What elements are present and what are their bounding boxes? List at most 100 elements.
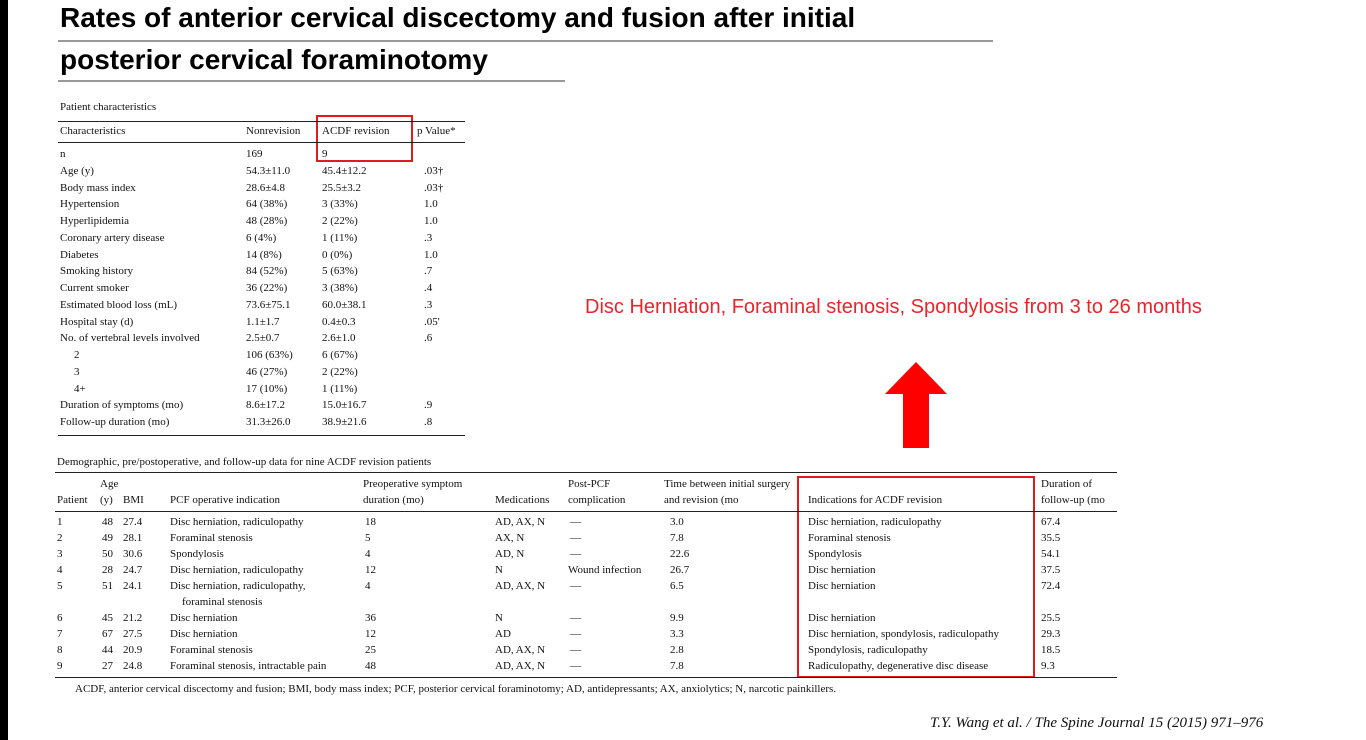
column-header: Patient (57, 494, 88, 506)
table-cell: Disc herniation, spondylosis, radiculopa… (808, 628, 999, 640)
table-cell: Disc herniation, radiculopathy (170, 564, 304, 576)
table-cell: Disc herniation, radiculopathy (808, 516, 942, 528)
table-cell: Spondylosis, radiculopathy (808, 644, 928, 656)
table-cell: 1.0 (424, 215, 438, 227)
table-cell: .6 (424, 332, 433, 345)
table-cell: AD, AX, N (495, 660, 546, 672)
table-cell: 31.3±26.0 (246, 416, 291, 428)
table-cell: 169 (246, 148, 263, 160)
table-cell: 9 (57, 660, 63, 672)
table-cell: 84 (52%) (246, 265, 288, 278)
table-cell: 4+ (74, 382, 86, 395)
table-cell: 21.2 (123, 612, 143, 624)
table-cell: Disc herniation (170, 612, 238, 624)
table-cell: Disc herniation (808, 564, 876, 576)
table-cell: 9.3 (1041, 660, 1055, 672)
table-cell: 49 (102, 532, 113, 544)
table-cell: 8.6±17.2 (246, 399, 286, 412)
table-cell: 37.5 (1041, 564, 1061, 576)
table-cell: 5 (365, 532, 371, 544)
table-cell: 3 (57, 548, 63, 560)
table-cell: Foraminal stenosis, intractable pain (170, 660, 327, 672)
table-rule (55, 511, 1117, 512)
table-cell: 2 (22%) (322, 215, 358, 227)
table-cell: 1 (57, 516, 63, 528)
table-cell: — (570, 580, 581, 592)
highlight-box (316, 115, 413, 162)
table-cell: Hypertension (60, 198, 120, 211)
table-cell: 72.4 (1041, 580, 1061, 592)
table-cell: Age (y) (60, 164, 94, 177)
table-cell: 15.0±16.7 (322, 399, 367, 412)
left-bar (0, 0, 8, 740)
table-cell: 1.0 (424, 248, 438, 261)
table-cell: 48 (365, 660, 376, 672)
table-cell: .03† (424, 181, 444, 194)
table-cell: 46 (27%) (246, 365, 288, 378)
table-cell: 4 (57, 564, 63, 576)
column-header: PCF operative indication (170, 494, 280, 506)
table-cell: 51 (102, 580, 113, 592)
table-cell: 36 (365, 612, 376, 624)
table-cell: 3 (33%) (322, 198, 358, 211)
column-header: Characteristics (60, 125, 126, 137)
table-cell: 6 (4%) (246, 231, 277, 244)
table-rule (58, 142, 465, 143)
table-cell: 27.5 (123, 628, 143, 640)
table-cell: Coronary artery disease (60, 231, 165, 244)
table-rule (55, 472, 1117, 473)
table-cell: 2.6±1.0 (322, 332, 356, 345)
table-cell: 17 (10%) (246, 382, 288, 395)
table-cell: 1 (11%) (322, 231, 358, 244)
table-cell: — (570, 628, 581, 640)
table-cell: 29.3 (1041, 628, 1061, 640)
table-cell: 7.8 (670, 532, 684, 544)
column-header: Nonrevision (246, 125, 301, 137)
table-cell: 3.0 (670, 516, 684, 528)
title-underline (58, 80, 565, 82)
table-cell: Diabetes (60, 248, 99, 261)
table-cell: 2.5±0.7 (246, 332, 280, 345)
table-cell: 3 (74, 365, 80, 378)
table-cell: 5 (63%) (322, 265, 358, 278)
table-cell: 7.8 (670, 660, 684, 672)
table-cell: Follow-up duration (mo) (60, 416, 170, 428)
table-cell: .05' (424, 315, 440, 328)
column-header: Medications (495, 494, 550, 506)
table-cell: Current smoker (60, 282, 129, 294)
table-cell: Smoking history (60, 265, 134, 278)
table-cell: Disc herniation, radiculopathy (170, 516, 304, 528)
table-cell: 6 (67%) (322, 349, 358, 361)
table-cell: Disc herniation, radiculopathy, foramina… (170, 580, 306, 608)
table-cell: N (495, 564, 503, 576)
table-cell: No. of vertebral levels involved (60, 332, 200, 345)
table-cell: .8 (424, 416, 433, 428)
table-cell: 60.0±38.1 (322, 298, 367, 311)
table-cell: 38.9±21.6 (322, 416, 367, 428)
table-cell: 6 (57, 612, 63, 624)
table-cell: 4 (365, 548, 371, 560)
table-cell: 2.8 (670, 644, 684, 656)
table-cell: Spondylosis (170, 548, 224, 560)
table-cell: .9 (424, 399, 433, 412)
column-header: Post-PCF complication (568, 478, 626, 506)
table-cell: 12 (365, 628, 376, 640)
column-header: p Value* (417, 125, 456, 137)
table-cell: 9 (322, 148, 328, 160)
table-cell: 36 (22%) (246, 282, 288, 294)
table-cell: 3 (38%) (322, 282, 358, 294)
table-cell: 5 (57, 580, 63, 592)
table-cell: 4 (365, 580, 371, 592)
table-cell: 44 (102, 644, 113, 656)
table-cell: Radiculopathy, degenerative disc disease (808, 660, 989, 672)
table-cell: — (570, 548, 581, 560)
table-cell: 28 (102, 564, 113, 576)
table-cell: 45 (102, 612, 113, 624)
table-cell: 3.3 (670, 628, 684, 640)
table-cell: 18.5 (1041, 644, 1061, 656)
table-cell: 25 (365, 644, 376, 656)
column-header: Time between initial surgery and revisio… (664, 478, 791, 506)
table-cell: Duration of symptoms (mo) (60, 399, 184, 412)
table-cell: 7 (57, 628, 63, 640)
table-cell: Hospital stay (d) (60, 315, 134, 328)
